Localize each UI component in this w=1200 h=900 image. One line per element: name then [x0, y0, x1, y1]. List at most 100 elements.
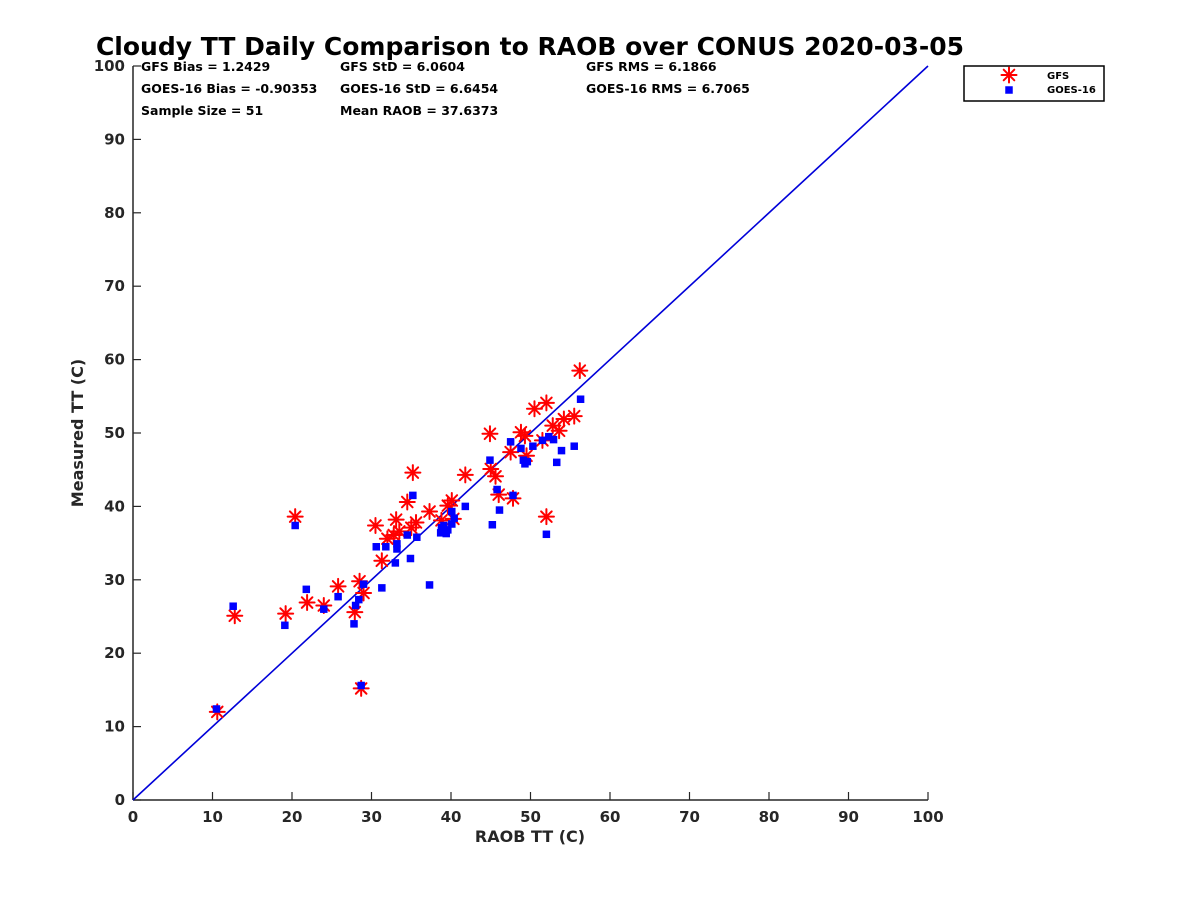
legend-gfs-label: GFS — [1047, 71, 1069, 82]
goes16-point — [409, 491, 417, 500]
goes16-point — [542, 530, 551, 539]
legend-gfs-marker — [1000, 66, 1018, 84]
gfs-point — [298, 594, 316, 612]
stat-sample-size: Sample Size = 51 — [141, 103, 263, 118]
goes16-point — [372, 543, 381, 551]
legend-box — [963, 65, 1105, 102]
y-tick-label: 90 — [104, 130, 125, 148]
y-axis-label: Measured TT (C) — [68, 359, 87, 507]
goes16-point — [444, 526, 452, 534]
legend-goes16-square — [1005, 86, 1013, 94]
goes16-point — [545, 432, 553, 441]
y-tick-label: 10 — [104, 718, 125, 736]
gfs-point — [537, 394, 555, 412]
stat-gfs-rms: GFS RMS = 6.1866 — [586, 59, 717, 74]
x-tick-label: 10 — [202, 808, 223, 826]
goes16-point — [281, 621, 289, 630]
goes16-point — [436, 529, 445, 537]
stat-gfs-bias: GFS Bias = 1.2429 — [141, 59, 270, 74]
x-tick-label: 60 — [600, 808, 621, 826]
goes16-point — [357, 681, 365, 690]
gfs-point — [329, 577, 347, 595]
one-to-one-line — [132, 65, 929, 801]
goes16-point — [351, 601, 360, 610]
x-axis-label: RAOB TT (C) — [475, 827, 585, 846]
goes16-point — [413, 533, 421, 541]
stat-mean-raob: Mean RAOB = 37.6373 — [340, 103, 498, 118]
gfs-point — [277, 605, 295, 623]
series-goes16 — [212, 395, 585, 713]
goes16-point — [448, 520, 456, 528]
goes16-point — [493, 485, 501, 494]
gfs-point — [443, 492, 461, 510]
x-tick-label: 40 — [441, 808, 462, 826]
stat-goes16-rms: GOES-16 RMS = 6.7065 — [586, 81, 750, 96]
goes16-point — [378, 584, 386, 592]
goes16-point — [350, 620, 358, 628]
y-tick-label: 40 — [104, 497, 125, 515]
goes16-point — [403, 531, 412, 539]
x-tick-label: 100 — [912, 808, 943, 826]
y-tick-label: 70 — [104, 277, 125, 295]
legend-gfs-asterisk — [1000, 66, 1018, 84]
goes16-point — [393, 545, 401, 553]
goes16-point — [406, 554, 415, 563]
gfs-point — [555, 410, 573, 428]
gfs-point — [550, 422, 568, 440]
x-tick-label: 90 — [838, 808, 859, 826]
x-tick-label: 50 — [520, 808, 541, 826]
x-tick-label: 70 — [679, 808, 700, 826]
gfs-point — [387, 511, 405, 529]
y-tick-label: 50 — [104, 424, 125, 442]
goes16-point — [523, 457, 532, 466]
goes16-point — [382, 543, 390, 551]
y-tick-label: 80 — [104, 204, 125, 222]
legend-goes16-marker — [1005, 86, 1013, 94]
goes16-point — [538, 436, 547, 445]
gfs-point — [571, 362, 589, 380]
goes16-point — [509, 491, 517, 500]
y-tick-label: 20 — [104, 644, 125, 662]
goes16-point — [334, 592, 342, 601]
stat-goes16-std: GOES-16 StD = 6.6454 — [340, 81, 498, 96]
gfs-point — [481, 425, 499, 443]
legend-goes16-label: GOES-16 — [1047, 85, 1096, 96]
stats-block: GFS Bias = 1.2429 GFS StD = 6.0604 GFS R… — [141, 59, 750, 118]
goes16-point — [552, 458, 561, 467]
goes16-point — [425, 581, 434, 589]
goes16-point — [450, 514, 458, 522]
stat-gfs-std: GFS StD = 6.0604 — [340, 59, 465, 74]
goes16-point — [529, 442, 537, 450]
goes16-point — [291, 521, 299, 530]
goes16-point — [461, 502, 470, 511]
goes16-point — [576, 395, 585, 403]
goes16-point — [557, 446, 566, 455]
goes16-point — [448, 507, 456, 516]
goes16-point — [570, 442, 578, 450]
gfs-point — [421, 503, 439, 521]
gfs-point — [537, 508, 555, 526]
goes16-point — [229, 602, 237, 610]
gfs-point — [565, 407, 583, 425]
x-tick-label: 20 — [282, 808, 303, 826]
y-tick-label: 60 — [104, 351, 125, 369]
gfs-point — [404, 464, 422, 482]
goes16-point — [440, 521, 448, 530]
goes16-point — [212, 705, 221, 713]
gfs-point — [366, 516, 384, 534]
x-tick-label: 30 — [361, 808, 382, 826]
goes16-point — [359, 580, 368, 588]
gfs-point — [487, 467, 505, 485]
legend: GFS GOES-16 — [963, 65, 1105, 102]
goes16-point — [486, 456, 494, 464]
chart-title: Cloudy TT Daily Comparison to RAOB over … — [96, 32, 964, 61]
goes16-point — [549, 435, 558, 444]
goes16-point — [517, 444, 525, 453]
gfs-point — [516, 427, 534, 445]
x-tick-label: 0 — [128, 808, 138, 826]
goes16-point — [488, 521, 497, 529]
plot-area: 0 10 20 30 40 50 60 70 80 90 100 0 10 20 30 40 50 60 70 80 9… — [94, 57, 944, 826]
y-tick-label: 0 — [115, 791, 125, 809]
goes16-point — [355, 595, 363, 604]
